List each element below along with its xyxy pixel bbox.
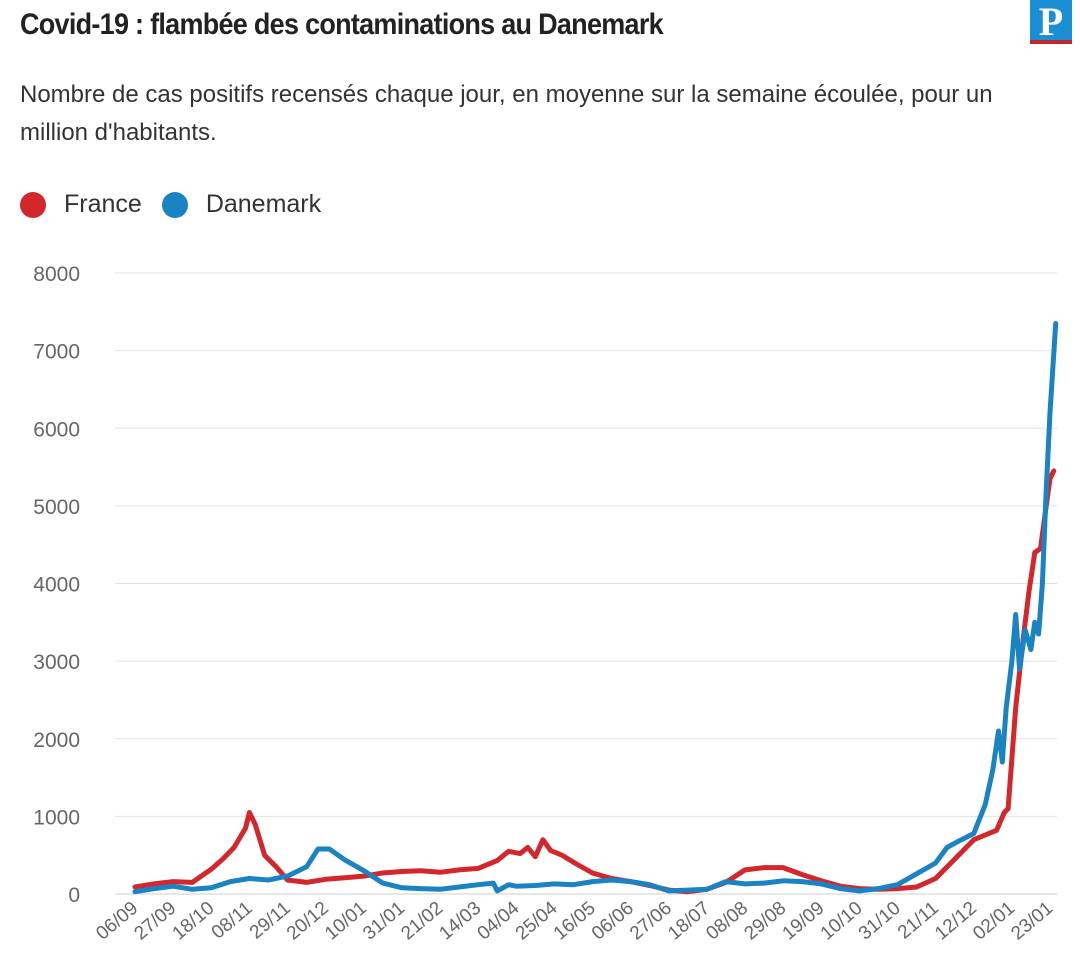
chart-subtitle: Nombre de cas positifs recensés chaque j… [20, 81, 993, 146]
legend-marker-france [20, 191, 46, 218]
x-tick-label: 04/04 [474, 897, 524, 944]
y-axis: 0 1000 2000 3000 4000 5000 6000 7000 8000 [33, 263, 80, 907]
x-tick-label: 16/05 [550, 898, 600, 945]
legend-item-danemark[interactable]: Danemark [161, 190, 322, 219]
series-line-danemark[interactable] [132, 321, 1059, 895]
legend-label-danemark: Danemark [205, 190, 322, 218]
chart-title: Covid-19 : flambée des contaminations au… [20, 8, 664, 41]
y-tick-label: 4000 [33, 574, 80, 597]
chart-legend: France Danemark [20, 190, 341, 219]
x-tick-label: 29/11 [246, 898, 295, 944]
x-tick-label: 31/10 [855, 898, 905, 945]
legend-label-france: France [64, 190, 142, 218]
legend-item-france[interactable]: France [20, 190, 142, 219]
x-tick-label: 10/01 [321, 898, 371, 945]
x-tick-label: 25/04 [512, 897, 562, 944]
x-tick-label: 06/09 [92, 898, 142, 945]
x-tick-label: 31/01 [359, 898, 409, 945]
series-lines [132, 321, 1059, 895]
x-axis: 06/0927/0918/1008/1129/1120/1210/0131/01… [92, 897, 1057, 944]
x-tick-label: 10/10 [817, 898, 867, 945]
x-tick-label: 27/09 [130, 898, 180, 945]
x-tick-label: 08/08 [702, 898, 752, 945]
y-tick-label: 5000 [33, 496, 80, 519]
series-line-france[interactable] [132, 468, 1057, 895]
x-tick-label: 18/10 [169, 898, 219, 945]
x-tick-label: 19/09 [779, 898, 829, 945]
x-tick-label: 20/12 [283, 898, 333, 945]
y-tick-label: 1000 [33, 806, 80, 829]
x-tick-label: 21/02 [397, 898, 447, 945]
y-tick-label: 3000 [33, 651, 80, 674]
x-tick-label: 18/07 [664, 898, 714, 945]
y-tick-label: 8000 [33, 263, 80, 286]
x-tick-label: 12/12 [931, 898, 981, 945]
x-tick-label: 08/11 [208, 898, 257, 944]
x-tick-label: 23/01 [1007, 898, 1057, 945]
x-tick-label: 14/03 [435, 898, 485, 945]
y-tick-label: 6000 [33, 418, 80, 441]
x-tick-label: 02/01 [969, 898, 1019, 945]
x-tick-label: 27/06 [626, 898, 676, 945]
x-tick-label: 21/11 [894, 898, 943, 944]
x-tick-label: 29/08 [740, 898, 790, 945]
y-tick-label: 0 [68, 884, 80, 907]
x-tick-label: 06/06 [588, 898, 638, 945]
grid-lines [115, 272, 1057, 895]
publisher-logo[interactable]: P [1030, 0, 1072, 44]
legend-marker-danemark [161, 191, 188, 218]
y-tick-label: 7000 [33, 341, 80, 364]
y-tick-label: 2000 [33, 729, 80, 752]
